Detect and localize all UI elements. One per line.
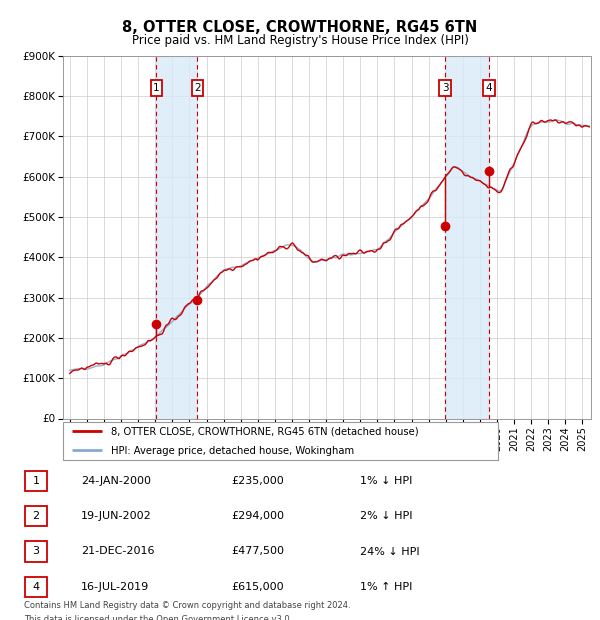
FancyBboxPatch shape <box>25 541 47 562</box>
FancyBboxPatch shape <box>25 577 47 597</box>
FancyBboxPatch shape <box>25 506 47 526</box>
Text: 2% ↓ HPI: 2% ↓ HPI <box>360 511 413 521</box>
Text: 24% ↓ HPI: 24% ↓ HPI <box>360 546 419 557</box>
Text: £294,000: £294,000 <box>231 511 284 521</box>
Text: 3: 3 <box>442 83 449 93</box>
Text: 1% ↑ HPI: 1% ↑ HPI <box>360 582 412 592</box>
FancyBboxPatch shape <box>63 422 498 460</box>
Text: £477,500: £477,500 <box>231 546 284 557</box>
Text: HPI: Average price, detached house, Wokingham: HPI: Average price, detached house, Woki… <box>111 446 354 456</box>
Text: 24-JAN-2000: 24-JAN-2000 <box>81 476 151 486</box>
Text: 2: 2 <box>194 83 201 93</box>
Bar <box>157 56 197 419</box>
Bar <box>445 56 489 419</box>
Text: 1: 1 <box>153 83 160 93</box>
FancyBboxPatch shape <box>25 471 47 491</box>
Text: £235,000: £235,000 <box>231 476 284 486</box>
Text: This data is licensed under the Open Government Licence v3.0.: This data is licensed under the Open Gov… <box>24 615 292 620</box>
Text: 4: 4 <box>486 83 493 93</box>
Text: 8, OTTER CLOSE, CROWTHORNE, RG45 6TN (detached house): 8, OTTER CLOSE, CROWTHORNE, RG45 6TN (de… <box>111 427 418 436</box>
Text: 3: 3 <box>32 546 40 557</box>
Text: 8, OTTER CLOSE, CROWTHORNE, RG45 6TN: 8, OTTER CLOSE, CROWTHORNE, RG45 6TN <box>122 20 478 35</box>
Text: 4: 4 <box>32 582 40 592</box>
Text: Price paid vs. HM Land Registry's House Price Index (HPI): Price paid vs. HM Land Registry's House … <box>131 34 469 47</box>
Text: 16-JUL-2019: 16-JUL-2019 <box>81 582 149 592</box>
Text: Contains HM Land Registry data © Crown copyright and database right 2024.: Contains HM Land Registry data © Crown c… <box>24 601 350 611</box>
Text: 1% ↓ HPI: 1% ↓ HPI <box>360 476 412 486</box>
Text: 2: 2 <box>32 511 40 521</box>
Text: 1: 1 <box>32 476 40 486</box>
Text: 21-DEC-2016: 21-DEC-2016 <box>81 546 155 557</box>
Text: £615,000: £615,000 <box>231 582 284 592</box>
Text: 19-JUN-2002: 19-JUN-2002 <box>81 511 152 521</box>
